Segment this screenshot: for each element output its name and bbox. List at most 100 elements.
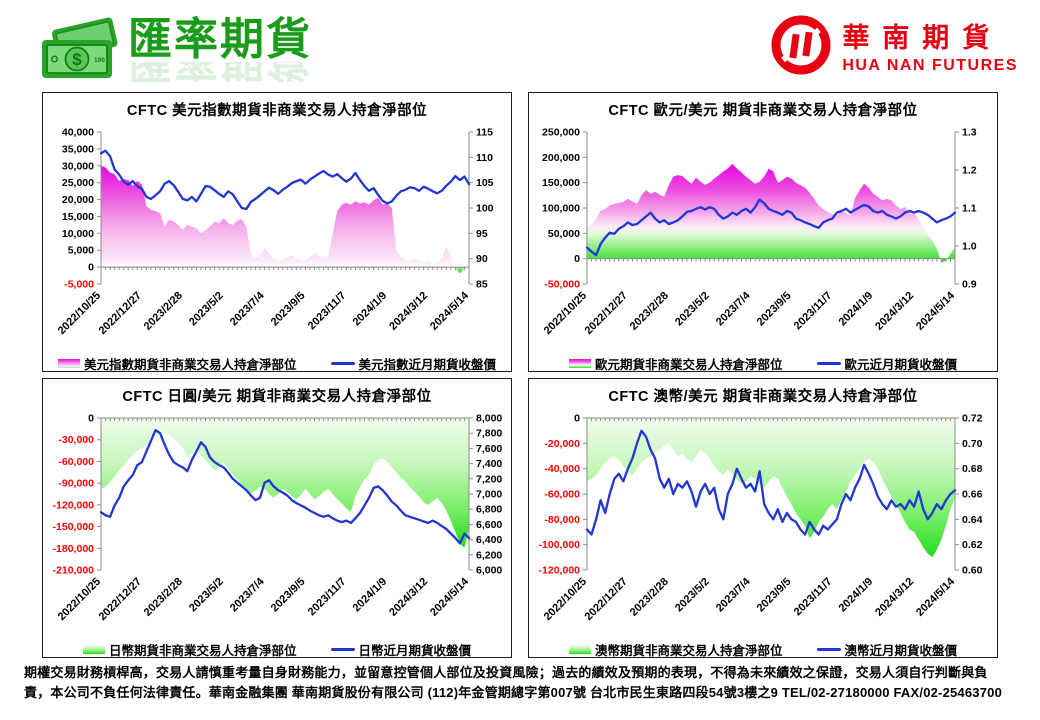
chart-legend: 澳幣期貨非商業交易人持倉淨部位 澳幣近月期貨收盤價 <box>529 638 997 657</box>
page-title: 匯率期貨 <box>128 15 312 64</box>
svg-text:-100,000: -100,000 <box>539 539 581 551</box>
banknotes-icon: $ 100 <box>42 17 118 78</box>
svg-text:30,000: 30,000 <box>62 160 94 172</box>
chart-panel-usd-index: CFTC 美元指數期貨非商業交易人持倉淨部位 -5,000 0 5,000 10,00… <box>42 92 512 372</box>
svg-text:-120,000: -120,000 <box>539 565 581 577</box>
svg-text:0: 0 <box>88 262 94 274</box>
svg-text:2023/9/5: 2023/9/5 <box>755 290 794 329</box>
legend-label: 歐元期貨非商業交易人持倉淨部位 <box>594 357 783 372</box>
svg-text:2024/3/12: 2024/3/12 <box>387 576 430 619</box>
svg-text:2022/10/25: 2022/10/25 <box>56 290 103 337</box>
line-swatch <box>330 647 355 651</box>
charts-grid: CFTC 美元指數期貨非商業交易人持倉淨部位 -5,000 0 5,000 10,00… <box>42 92 998 658</box>
svg-text:2023/2/28: 2023/2/28 <box>628 290 671 333</box>
svg-text:0: 0 <box>574 253 580 265</box>
svg-text:-60,000: -60,000 <box>58 456 94 468</box>
svg-text:90: 90 <box>476 253 488 265</box>
chart-legend: 歐元期貨非商業交易人持倉淨部位 歐元近月期貨收盤價 <box>529 352 997 372</box>
svg-text:2024/3/12: 2024/3/12 <box>387 290 430 333</box>
svg-text:0.68: 0.68 <box>962 463 983 475</box>
brand-logo: 華南期貨 HUA NAN FUTURES <box>770 14 1018 76</box>
svg-text:6,400: 6,400 <box>476 534 502 546</box>
svg-text:2023/7/4: 2023/7/4 <box>228 289 267 328</box>
page-title-reflection: 匯率期貨 <box>128 62 312 82</box>
svg-text:-5,000: -5,000 <box>64 279 94 291</box>
svg-text:2023/9/5: 2023/9/5 <box>269 290 308 329</box>
svg-text:2023/2/28: 2023/2/28 <box>628 576 671 619</box>
svg-text:2022/10/25: 2022/10/25 <box>542 576 589 623</box>
svg-text:2023/7/4: 2023/7/4 <box>714 575 753 614</box>
svg-text:2024/1/9: 2024/1/9 <box>837 290 876 329</box>
svg-text:2024/5/14: 2024/5/14 <box>914 289 958 333</box>
svg-text:35,000: 35,000 <box>62 143 94 155</box>
svg-text:100: 100 <box>94 57 105 64</box>
chart-title: CFTC 歐元/美元 期貨非商業交易人持倉淨部位 <box>608 103 918 119</box>
chart-title: CFTC 澳幣/美元 期貨非商業交易人持倉淨部位 <box>608 389 918 405</box>
chart-panel-jpy-usd: CFTC 日圓/美元 期貨非商業交易人持倉淨部位 -210,000 -180,00… <box>42 378 512 658</box>
chart-title: CFTC 日圓/美元 期貨非商業交易人持倉淨部位 <box>122 389 432 405</box>
chart-legend: 美元指數期貨非商業交易人持倉淨部位 美元指數近月期貨收盤價 <box>43 352 511 372</box>
svg-text:115: 115 <box>476 127 493 139</box>
legend-label: 美元指數近月期貨收盤價 <box>358 357 497 372</box>
svg-text:2024/3/12: 2024/3/12 <box>873 576 916 619</box>
line-swatch <box>816 361 841 365</box>
svg-text:2024/1/9: 2024/1/9 <box>837 576 876 615</box>
svg-text:50,000: 50,000 <box>548 228 580 240</box>
legend-label: 日幣期貨非商業交易人持倉淨部位 <box>108 643 297 658</box>
svg-text:0.66: 0.66 <box>962 489 983 501</box>
svg-text:2024/3/12: 2024/3/12 <box>873 290 916 333</box>
area-swatch <box>568 358 591 368</box>
svg-text:2023/9/5: 2023/9/5 <box>755 576 794 615</box>
svg-text:-60,000: -60,000 <box>544 489 580 501</box>
brand-name-chinese: 華南期貨 <box>842 22 1003 53</box>
svg-text:2023/11/7: 2023/11/7 <box>306 290 349 333</box>
chart-legend: 日幣期貨非商業交易人持倉淨部位 日幣近月期貨收盤價 <box>43 638 511 658</box>
svg-text:2023/7/4: 2023/7/4 <box>228 575 267 614</box>
svg-text:0.72: 0.72 <box>962 413 983 425</box>
svg-text:2023/5/2: 2023/5/2 <box>673 290 712 329</box>
svg-text:2022/12/27: 2022/12/27 <box>583 576 630 623</box>
svg-text:85: 85 <box>476 279 488 291</box>
svg-text:2024/5/14: 2024/5/14 <box>914 575 958 619</box>
legend-entry-line: 澳幣近月期貨收盤價 <box>816 640 957 657</box>
jpy-usd-plot: -210,000 -180,000 -150,000 -120,000 -90,000 -… <box>53 413 503 624</box>
svg-text:7,600: 7,600 <box>476 443 502 455</box>
svg-text:7,000: 7,000 <box>476 489 502 501</box>
svg-text:2024/5/14: 2024/5/14 <box>428 575 472 619</box>
svg-text:8,000: 8,000 <box>476 413 502 425</box>
svg-text:100,000: 100,000 <box>542 203 580 215</box>
svg-text:2022/12/27: 2022/12/27 <box>583 290 630 337</box>
legend-label: 歐元近月期貨收盤價 <box>844 357 958 372</box>
svg-text:110: 110 <box>476 152 493 164</box>
svg-text:2022/12/27: 2022/12/27 <box>97 576 144 623</box>
legend-entry-line: 美元指數近月期貨收盤價 <box>330 354 497 372</box>
brand-name-english: HUA NAN FUTURES <box>842 56 1018 74</box>
svg-text:250,000: 250,000 <box>542 127 580 139</box>
chart-title: CFTC 美元指數期貨非商業交易人持倉淨部位 <box>126 103 428 119</box>
svg-text:2023/2/28: 2023/2/28 <box>142 290 185 333</box>
svg-text:95: 95 <box>476 228 488 240</box>
svg-text:-20,000: -20,000 <box>544 438 580 450</box>
svg-text:105: 105 <box>476 177 494 189</box>
svg-text:7,800: 7,800 <box>476 428 502 440</box>
svg-text:1.2: 1.2 <box>962 165 977 177</box>
page-header: $ 100 匯率期貨 匯率期貨 華南期貨 HUA NAN FUTURES <box>0 10 1040 92</box>
svg-text:6,600: 6,600 <box>476 519 502 531</box>
svg-text:150,000: 150,000 <box>542 177 580 189</box>
svg-text:1.3: 1.3 <box>962 127 977 139</box>
svg-text:40,000: 40,000 <box>62 127 94 139</box>
svg-text:2023/5/2: 2023/5/2 <box>187 290 226 329</box>
legend-entry-area: 澳幣期貨非商業交易人持倉淨部位 <box>568 640 783 657</box>
svg-text:-90,000: -90,000 <box>58 478 94 490</box>
svg-text:-120,000: -120,000 <box>53 499 95 511</box>
svg-text:2024/5/14: 2024/5/14 <box>428 289 472 333</box>
svg-text:-210,000: -210,000 <box>53 565 95 577</box>
svg-text:1.1: 1.1 <box>962 203 977 215</box>
disclaimer: 期權交易財務槓桿高，交易人請慎重考量自身財務能力，並留意控管個人部位及投資風險；… <box>24 663 1018 703</box>
svg-text:7,200: 7,200 <box>476 473 502 485</box>
svg-text:1.0: 1.0 <box>962 241 977 253</box>
svg-text:0.64: 0.64 <box>962 514 983 526</box>
chart-panel-eur-usd: CFTC 歐元/美元 期貨非商業交易人持倉淨部位 -50,000 0 50,000 1… <box>528 92 998 372</box>
svg-text:2022/10/25: 2022/10/25 <box>56 576 103 623</box>
